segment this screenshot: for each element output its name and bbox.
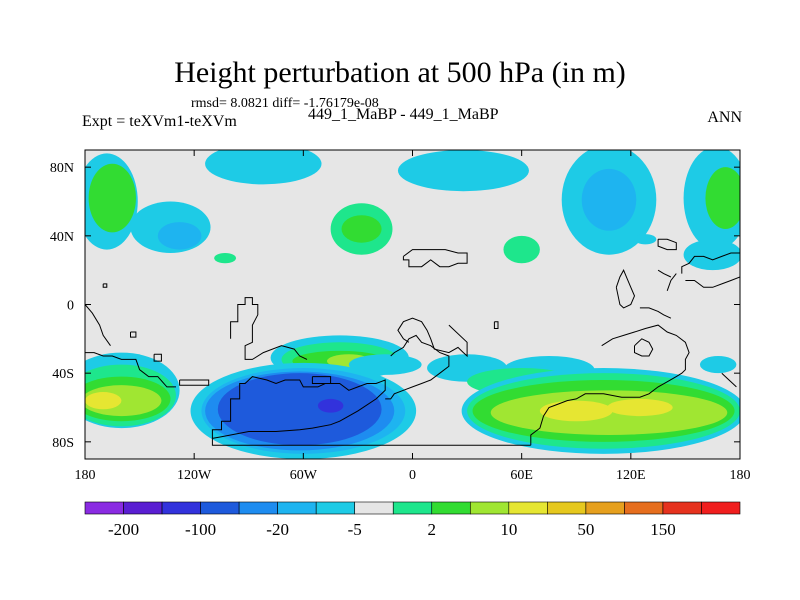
season-label: ANN xyxy=(707,109,742,126)
coastline-17 xyxy=(634,338,654,357)
colorbar-label: -100 xyxy=(185,520,216,539)
x-tick-label: 180 xyxy=(75,468,96,483)
x-tick-label: 60W xyxy=(290,468,318,483)
coastline-14 xyxy=(530,324,690,446)
colorbar-label: 50 xyxy=(577,520,594,539)
colorbar-swatch-0 xyxy=(84,501,124,515)
colorbar-swatch-15 xyxy=(662,501,702,515)
colorbar-swatch-10 xyxy=(469,501,510,515)
coastline-12 xyxy=(402,249,468,268)
anomaly-region-3 xyxy=(157,222,202,250)
colorbar-label: 10 xyxy=(500,520,517,539)
coastline-0 xyxy=(85,352,176,388)
colorbar-swatch-5 xyxy=(277,501,317,515)
colorbar: -200 -100 -20 -5 2 10 50 150 xyxy=(84,501,741,539)
colorbar-swatch-2 xyxy=(161,501,201,515)
colorbar-swatch-1 xyxy=(123,501,163,515)
colorbar-swatch-3 xyxy=(200,501,240,515)
coastline-20 xyxy=(685,276,740,288)
x-tick-label: 180 xyxy=(730,468,751,483)
anomaly-region-39 xyxy=(539,400,613,422)
x-tick-label: 0 xyxy=(409,468,416,483)
x-tick-label: 120E xyxy=(616,468,646,483)
colorbar-swatch-8 xyxy=(392,501,433,515)
anomaly-region-4 xyxy=(205,150,322,185)
coastline-13 xyxy=(493,321,499,329)
coastline-8 xyxy=(311,376,332,384)
rmsd-stats: rmsd= 8.0821 diff= -1.76179e-08 xyxy=(191,96,379,111)
coastline-15 xyxy=(657,238,677,251)
colorbar-swatch-14 xyxy=(624,501,664,515)
x-tick-label: 60E xyxy=(510,468,533,483)
coastline-6 xyxy=(211,376,386,439)
anomaly-region-34 xyxy=(317,398,344,413)
colorbar-swatch-7 xyxy=(354,501,394,515)
colorbar-swatch-4 xyxy=(238,501,278,515)
anomaly-region-15 xyxy=(683,239,740,271)
coastline-7 xyxy=(211,438,531,446)
coastline-9 xyxy=(230,297,308,360)
coastline-19 xyxy=(666,273,677,291)
coastline-23 xyxy=(657,269,672,278)
axes: 180 120W 60W 0 60E 120E 180 80N 40N 0 40S 80S xyxy=(50,150,751,483)
anomaly-region-20 xyxy=(85,392,122,410)
coastlines xyxy=(85,238,740,446)
coastline-2 xyxy=(85,304,111,346)
coastline-21 xyxy=(639,307,672,319)
coastline-22 xyxy=(721,372,737,388)
anomaly-region-26 xyxy=(348,354,422,375)
experiment-label: Expt = teXVm1-teXVm xyxy=(82,113,237,130)
anomaly-region-40 xyxy=(607,398,673,417)
colorbar-label: -5 xyxy=(348,520,362,539)
coastline-1 xyxy=(102,283,108,288)
run-comparison-label: 449_1_MaBP - 449_1_MaBP xyxy=(308,106,499,123)
colorbar-label: -200 xyxy=(108,520,139,539)
coastline-4 xyxy=(153,353,162,362)
colorbar-swatch-12 xyxy=(547,501,587,515)
colorbar-label: 2 xyxy=(428,520,437,539)
colorbar-swatch-6 xyxy=(315,501,356,515)
x-tick-label: 120W xyxy=(177,468,212,483)
coastline-11 xyxy=(397,317,468,358)
colorbar-swatch-13 xyxy=(585,501,625,515)
colorbar-swatch-11 xyxy=(508,501,548,515)
coastline-16 xyxy=(615,269,636,309)
colorbar-label: -20 xyxy=(266,520,289,539)
y-tick-label: 40N xyxy=(50,230,74,245)
anomaly-region-7 xyxy=(214,253,237,264)
coastline-5 xyxy=(179,379,210,386)
y-tick-label: 80S xyxy=(52,436,74,451)
colorbar-label: 150 xyxy=(650,520,676,539)
chart-title: Height perturbation at 500 hPa (in m) xyxy=(174,56,626,89)
colorbar-swatch-16 xyxy=(701,501,741,515)
anomaly-region-6 xyxy=(341,215,382,243)
colorbar-swatch-9 xyxy=(431,501,471,515)
y-tick-label: 80N xyxy=(50,161,74,176)
coastline-18 xyxy=(681,252,740,274)
anomaly-region-33 xyxy=(217,373,382,446)
coastline-3 xyxy=(130,331,137,338)
anomaly-region-1 xyxy=(88,163,136,233)
anomaly-contours xyxy=(85,150,740,459)
anomaly-region-29 xyxy=(699,356,737,374)
anomaly-region-8 xyxy=(397,150,529,192)
anomaly-region-11 xyxy=(581,168,637,231)
y-tick-label: 40S xyxy=(52,367,74,382)
anomaly-region-14 xyxy=(705,167,740,229)
y-tick-label: 0 xyxy=(67,299,74,314)
anomaly-region-9 xyxy=(503,235,540,264)
coastline-10 xyxy=(385,334,450,400)
anomaly-region-12 xyxy=(634,234,657,245)
